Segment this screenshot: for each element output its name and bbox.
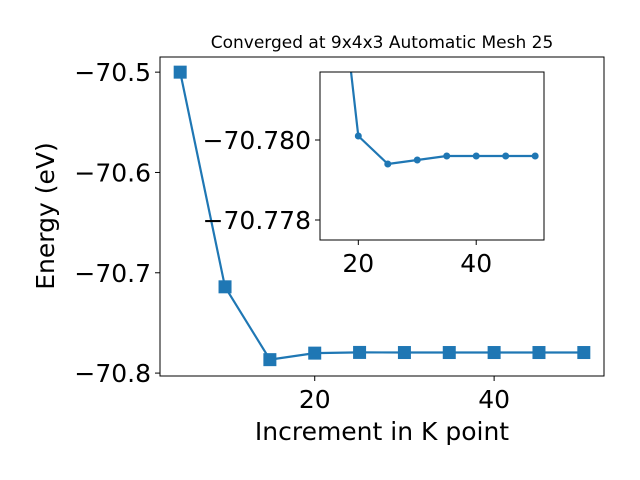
main-data-point (218, 280, 232, 294)
inset-axes: 20 40 −70.780−70.778 (203, 71, 545, 278)
inset-axes-frame (319, 71, 545, 241)
inset-x-ticks: 20 40 (342, 240, 492, 278)
main-data-point (173, 65, 187, 79)
inset-x-tick-label: 40 (460, 249, 492, 278)
inset-data-point (472, 152, 480, 160)
main-x-ticks: 20 40 (299, 376, 510, 414)
inset-data-point (443, 152, 451, 160)
chart-title: Converged at 9x4x3 Automatic Mesh 25 (211, 33, 554, 53)
inset-x-tick-label: 20 (342, 249, 374, 278)
x-axis-label: Increment in K point (255, 417, 509, 446)
inset-data-point (502, 152, 510, 160)
inset-data-point (531, 152, 539, 160)
inset-series-line (349, 72, 536, 166)
main-y-tick-label: −70.8 (74, 359, 151, 388)
main-axes-frame (159, 56, 605, 377)
main-y-tick-label: −70.5 (74, 58, 151, 87)
main-data-point (263, 353, 277, 367)
y-axis-label: Energy (eV) (31, 142, 60, 289)
inset-y-ticks: −70.780 −70.778 (203, 126, 320, 235)
inset-y-tick-label: −70.778 (203, 206, 311, 235)
main-y-ticks: −70.5 −70.6 −70.7 −70.8 (74, 58, 160, 388)
main-data-point (353, 345, 367, 359)
main-series-group (173, 65, 591, 367)
inset-series-group (349, 72, 539, 168)
inset-data-point (354, 132, 362, 140)
main-data-point (442, 346, 456, 360)
main-data-point (308, 346, 322, 360)
main-data-point (397, 346, 411, 360)
main-y-tick-label: −70.7 (74, 259, 151, 288)
main-x-tick-label: 40 (478, 385, 510, 414)
inset-data-point (413, 156, 421, 164)
main-data-point (487, 346, 501, 360)
inset-y-tick-label: −70.780 (203, 126, 311, 155)
main-series-line (179, 71, 584, 361)
main-x-tick-label: 20 (299, 385, 331, 414)
main-y-tick-label: −70.6 (74, 158, 151, 187)
main-data-point (532, 346, 546, 360)
inset-data-point (384, 160, 392, 168)
main-data-point (577, 346, 591, 360)
